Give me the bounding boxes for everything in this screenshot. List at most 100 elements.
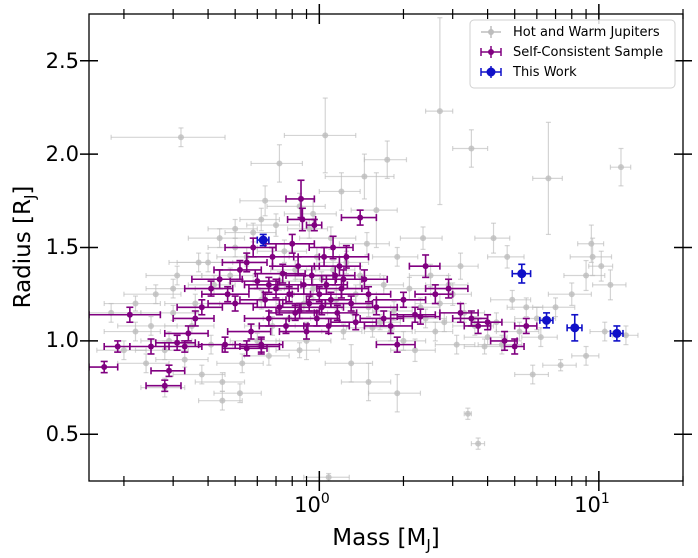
data-point xyxy=(96,340,147,361)
data-point xyxy=(110,127,226,148)
data-point xyxy=(155,351,209,368)
data-point xyxy=(588,250,614,282)
data-marker xyxy=(222,341,229,348)
data-marker xyxy=(622,332,629,339)
data-marker xyxy=(250,229,257,236)
data-point xyxy=(340,285,392,303)
data-marker xyxy=(583,352,590,359)
data-marker xyxy=(322,132,329,139)
data-marker xyxy=(132,300,139,307)
data-marker xyxy=(265,352,272,359)
data-point xyxy=(514,364,550,385)
data-point xyxy=(463,338,503,355)
data-point xyxy=(371,246,419,267)
data-marker xyxy=(177,134,184,141)
data-marker xyxy=(336,263,343,270)
data-marker xyxy=(224,291,231,298)
data-point xyxy=(359,310,405,327)
data-marker xyxy=(170,309,177,316)
data-marker xyxy=(468,315,475,322)
data-marker xyxy=(373,207,380,214)
data-point xyxy=(275,302,321,320)
data-marker xyxy=(365,291,372,298)
data-point xyxy=(521,327,558,348)
data-point xyxy=(103,321,161,342)
data-point xyxy=(150,364,186,378)
legend-entry-hot-warm-jupiters: Hot and Warm Jupiters xyxy=(481,25,660,40)
data-point xyxy=(424,278,469,299)
data-point xyxy=(172,364,226,385)
data-marker xyxy=(181,343,188,350)
data-point xyxy=(463,317,492,335)
data-point xyxy=(207,295,259,312)
data-marker xyxy=(516,328,523,335)
data-point xyxy=(201,285,250,303)
data-marker xyxy=(152,291,159,298)
data-marker xyxy=(340,276,347,283)
data-marker xyxy=(276,160,283,167)
data-point xyxy=(470,313,503,331)
legend-entry-this-work: This Work xyxy=(480,65,577,80)
data-point xyxy=(363,140,408,179)
data-point xyxy=(239,185,287,217)
data-marker xyxy=(185,330,192,337)
data-marker xyxy=(441,319,448,326)
data-point xyxy=(566,313,583,342)
data-marker xyxy=(296,347,303,354)
data-point xyxy=(547,282,592,307)
data-point xyxy=(313,304,358,322)
data-marker xyxy=(568,291,575,298)
y-tick-label: 1.5 xyxy=(46,235,79,259)
data-marker xyxy=(262,197,269,204)
data-marker xyxy=(457,309,464,316)
data-marker xyxy=(361,276,368,283)
data-marker xyxy=(254,278,261,285)
data-point xyxy=(176,299,224,316)
legend-label: This Work xyxy=(512,65,577,80)
data-marker xyxy=(289,240,296,247)
data-marker xyxy=(273,222,280,229)
data-marker xyxy=(239,360,246,367)
data-marker xyxy=(394,341,401,348)
data-marker xyxy=(227,272,234,279)
data-marker xyxy=(248,328,255,335)
data-marker xyxy=(523,322,530,329)
data-point xyxy=(474,222,511,254)
data-marker xyxy=(303,328,310,335)
y-tick-labels: 0.5 1.0 1.5 2.0 2.5 xyxy=(46,49,79,446)
data-marker xyxy=(148,322,155,329)
data-marker xyxy=(365,378,372,385)
data-marker xyxy=(552,304,559,311)
data-marker xyxy=(598,263,605,270)
data-marker xyxy=(250,244,257,251)
data-point xyxy=(511,263,532,284)
data-marker xyxy=(258,216,265,223)
data-marker xyxy=(348,360,355,367)
data-marker xyxy=(509,296,516,303)
data-marker xyxy=(216,276,223,283)
x-tick-label: 100 xyxy=(294,491,330,517)
x-tick-labels: 100 101 xyxy=(294,491,610,517)
data-marker xyxy=(114,343,121,350)
data-point xyxy=(396,308,441,325)
data-point xyxy=(256,233,270,247)
data-point xyxy=(424,17,454,206)
data-marker xyxy=(380,315,387,322)
data-marker xyxy=(101,364,108,371)
data-marker xyxy=(311,222,318,229)
data-point xyxy=(592,269,627,301)
data-point xyxy=(145,265,203,286)
data-marker xyxy=(537,334,544,341)
data-marker xyxy=(475,322,482,329)
data-point xyxy=(399,226,443,250)
data-marker xyxy=(340,328,347,335)
data-marker xyxy=(432,328,439,335)
data-marker xyxy=(417,313,424,320)
data-marker xyxy=(310,285,317,292)
data-marker xyxy=(265,315,272,322)
data-marker xyxy=(363,240,370,247)
data-marker xyxy=(481,343,488,350)
data-marker xyxy=(219,397,226,404)
data-point xyxy=(303,472,350,481)
